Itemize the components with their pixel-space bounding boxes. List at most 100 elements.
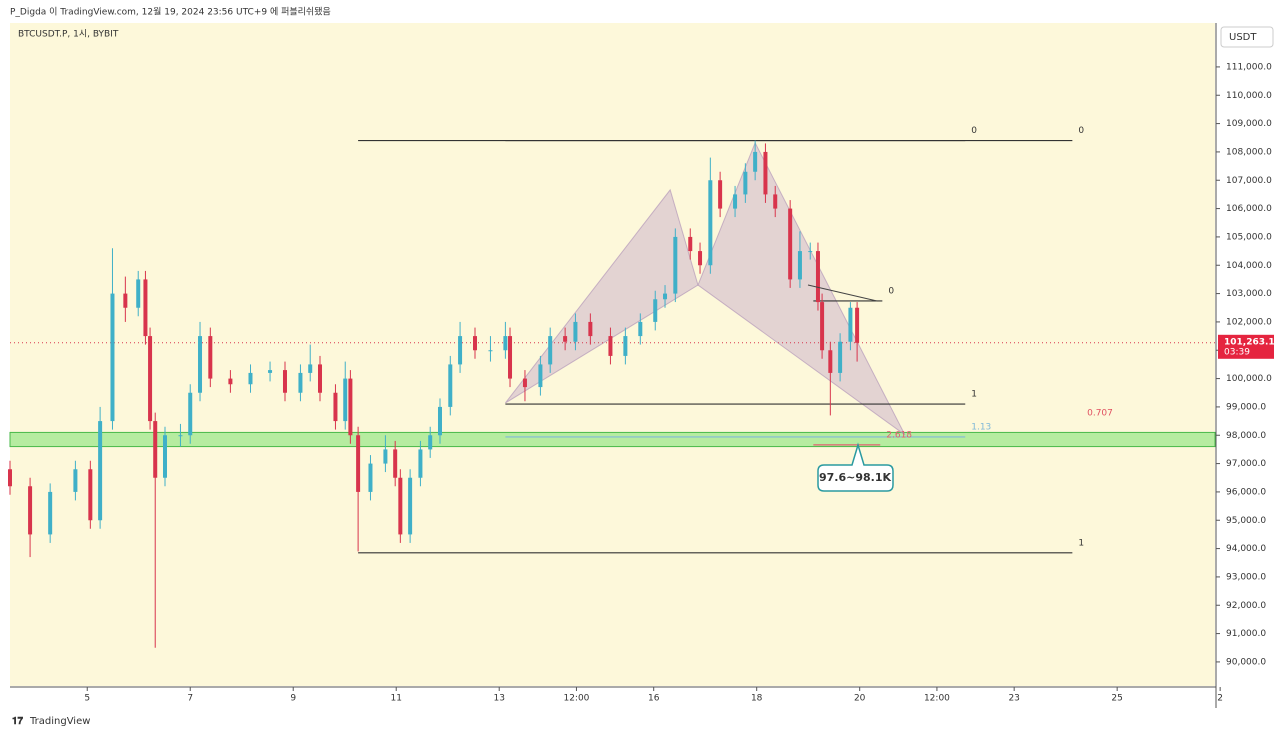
candle-body — [508, 336, 513, 379]
candle-body — [488, 350, 493, 352]
candle-body — [143, 279, 148, 337]
candle-body — [788, 208, 793, 280]
candle-body — [48, 491, 53, 535]
support-zone — [9, 431, 1216, 448]
candle-body — [110, 293, 115, 422]
candle-body — [73, 469, 78, 492]
y-tick-label: 106,000.0 — [1226, 204, 1272, 214]
x-tick-label: 23 — [1008, 694, 1019, 704]
fib-label: 0 — [971, 126, 977, 136]
candle-body — [458, 336, 463, 365]
candle-body — [437, 406, 442, 436]
candle-body — [88, 469, 93, 521]
candle-body — [198, 336, 203, 393]
currency-box[interactable] — [1220, 26, 1274, 48]
fib-label: 0 — [1078, 126, 1084, 136]
y-tick-label: 105,000.0 — [1226, 232, 1272, 242]
x-tick-label: 12:00 — [563, 694, 589, 704]
harmonic-pattern — [697, 141, 906, 436]
y-tick-label: 111,000.0 — [1226, 62, 1272, 72]
y-tick-label: 107,000.0 — [1226, 176, 1272, 186]
candle-body — [663, 293, 668, 300]
candle-body — [188, 392, 193, 436]
y-tick-label: 102,000.0 — [1226, 317, 1272, 327]
plot-area — [10, 23, 1215, 686]
y-tick-label: 99,000.0 — [1226, 402, 1266, 412]
candle-body — [538, 364, 543, 388]
candle-body — [733, 194, 738, 209]
candle-body — [548, 336, 553, 365]
candle-body — [98, 421, 103, 521]
candle-body — [356, 435, 361, 492]
callout-box — [817, 442, 894, 492]
brand-logo: 𝟏𝟕 — [12, 716, 24, 727]
candle-body — [348, 378, 353, 436]
published-note: P_Digda 이 TradingView.com, 12월 19, 2024 … — [10, 6, 331, 18]
y-tick-label: 95,000.0 — [1226, 516, 1266, 526]
candle-body — [428, 435, 433, 450]
candle-body — [393, 449, 398, 478]
candle-body — [178, 435, 183, 437]
candle-body — [383, 449, 388, 464]
candle-body — [653, 299, 658, 322]
x-tick-label: 20 — [854, 694, 866, 704]
candle-body — [815, 251, 820, 303]
candle-body — [153, 421, 158, 478]
candle-body — [808, 251, 813, 253]
candle-body — [638, 321, 643, 337]
candle-body — [588, 321, 593, 337]
y-tick-label: 103,000.0 — [1226, 289, 1272, 299]
fib-label: 1.13 — [971, 422, 991, 432]
callout-label: 97.6~98.1K — [819, 471, 891, 484]
y-tick-label: 104,000.0 — [1226, 261, 1272, 271]
candle-body — [503, 336, 508, 351]
harmonic-pattern — [504, 188, 699, 404]
fib-label: 1 — [971, 390, 977, 400]
candle-body — [8, 469, 12, 487]
candle-body — [708, 180, 713, 266]
currency: USDT — [1229, 32, 1257, 43]
fib-label: 1 — [1078, 538, 1084, 548]
candle-body — [763, 151, 768, 195]
x-tick-label: 11 — [390, 694, 401, 704]
candle-body — [148, 336, 153, 422]
candle-body — [398, 477, 403, 535]
y-tick-label: 94,000.0 — [1226, 544, 1266, 554]
candle-body — [343, 378, 348, 422]
candle-body — [773, 194, 778, 209]
trend-line — [807, 284, 878, 302]
candle-body — [753, 151, 758, 172]
candle-body — [743, 171, 748, 195]
x-tick-label: 12:00 — [924, 694, 950, 704]
fib-label: 0 — [888, 286, 894, 296]
candle-body — [522, 378, 527, 388]
y-tick-label: 90,000.0 — [1226, 657, 1266, 667]
price-tag — [1218, 334, 1274, 359]
fib-label: 2.618 — [886, 430, 912, 440]
candle-body — [563, 336, 568, 342]
candle-body — [248, 372, 253, 385]
x-tick-label: 2 — [1217, 694, 1223, 704]
candle-body — [408, 477, 413, 535]
x-tick-label: 9 — [290, 694, 296, 704]
price-axis — [1218, 23, 1278, 708]
x-tick-label: 5 — [84, 694, 90, 704]
candle-body — [797, 251, 802, 280]
x-tick-label: 18 — [751, 694, 763, 704]
candle-body — [418, 449, 423, 478]
candle-body — [163, 435, 168, 478]
candle-body — [623, 336, 628, 356]
fib-label: 0.707 — [1087, 409, 1113, 419]
candle-body — [573, 321, 578, 342]
y-tick-label: 108,000.0 — [1226, 147, 1272, 157]
brand: TradingView — [29, 716, 90, 727]
x-tick-label: 25 — [1111, 694, 1122, 704]
candle-body — [368, 463, 373, 492]
candle-body — [608, 336, 613, 356]
candle-body — [688, 236, 693, 252]
x-tick-label: 16 — [648, 694, 660, 704]
candle-body — [698, 251, 703, 266]
candle-body — [298, 372, 303, 393]
candle-body — [333, 392, 338, 422]
